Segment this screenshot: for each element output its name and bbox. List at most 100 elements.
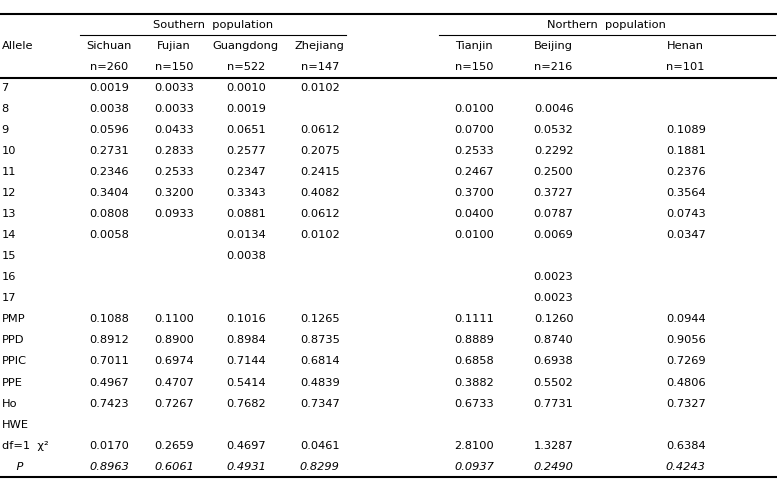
Text: n=522: n=522 bbox=[227, 62, 265, 72]
Text: 0.3200: 0.3200 bbox=[154, 188, 194, 198]
Text: 9: 9 bbox=[2, 125, 9, 135]
Text: P: P bbox=[2, 462, 23, 472]
Text: 0.0433: 0.0433 bbox=[154, 125, 194, 135]
Text: Fujian: Fujian bbox=[157, 41, 191, 51]
Text: 0.1265: 0.1265 bbox=[300, 314, 340, 324]
Text: 0.0134: 0.0134 bbox=[226, 230, 266, 241]
Text: 0.6384: 0.6384 bbox=[666, 441, 706, 451]
Text: 0.0612: 0.0612 bbox=[300, 125, 340, 135]
Text: Guangdong: Guangdong bbox=[213, 41, 279, 51]
Text: 12: 12 bbox=[2, 188, 16, 198]
Text: PPE: PPE bbox=[2, 377, 23, 388]
Text: 0.7347: 0.7347 bbox=[300, 399, 340, 409]
Text: 0.3564: 0.3564 bbox=[666, 188, 706, 198]
Text: 0.2577: 0.2577 bbox=[226, 146, 266, 156]
Text: 0.0100: 0.0100 bbox=[454, 104, 494, 114]
Text: df=1  χ²: df=1 χ² bbox=[2, 441, 48, 451]
Text: 0.0019: 0.0019 bbox=[89, 83, 129, 93]
Text: 0.0033: 0.0033 bbox=[154, 104, 194, 114]
Text: n=101: n=101 bbox=[667, 62, 705, 72]
Text: 0.4243: 0.4243 bbox=[666, 462, 706, 472]
Text: 0.2415: 0.2415 bbox=[300, 167, 340, 177]
Text: 0.0700: 0.0700 bbox=[454, 125, 494, 135]
Text: 0.5414: 0.5414 bbox=[226, 377, 266, 388]
Text: 0.0058: 0.0058 bbox=[89, 230, 129, 241]
Text: 0.4082: 0.4082 bbox=[300, 188, 340, 198]
Text: 0.7011: 0.7011 bbox=[89, 357, 129, 366]
Text: n=216: n=216 bbox=[535, 62, 573, 72]
Text: 0.0808: 0.0808 bbox=[89, 209, 129, 219]
Text: 0.2346: 0.2346 bbox=[89, 167, 129, 177]
Text: Ho: Ho bbox=[2, 399, 17, 409]
Text: 0.1111: 0.1111 bbox=[454, 314, 494, 324]
Text: 0.9056: 0.9056 bbox=[666, 335, 706, 346]
Text: Sichuan: Sichuan bbox=[86, 41, 132, 51]
Text: 0.4707: 0.4707 bbox=[154, 377, 194, 388]
Text: 16: 16 bbox=[2, 272, 16, 282]
Text: 0.0038: 0.0038 bbox=[226, 251, 266, 261]
Text: 0.6733: 0.6733 bbox=[454, 399, 494, 409]
Text: 0.7327: 0.7327 bbox=[666, 399, 706, 409]
Text: 0.0010: 0.0010 bbox=[226, 83, 266, 93]
Text: PPD: PPD bbox=[2, 335, 24, 346]
Text: 0.2833: 0.2833 bbox=[154, 146, 194, 156]
Text: 0.0046: 0.0046 bbox=[534, 104, 573, 114]
Text: 0.7267: 0.7267 bbox=[155, 399, 193, 409]
Text: 0.8912: 0.8912 bbox=[89, 335, 129, 346]
Text: 0.7423: 0.7423 bbox=[89, 399, 129, 409]
Text: PMP: PMP bbox=[2, 314, 25, 324]
Text: 0.0612: 0.0612 bbox=[300, 209, 340, 219]
Text: 0.0102: 0.0102 bbox=[300, 230, 340, 241]
Text: Allele: Allele bbox=[2, 41, 33, 51]
Text: 0.0596: 0.0596 bbox=[89, 125, 129, 135]
Text: 0.8984: 0.8984 bbox=[226, 335, 266, 346]
Text: 0.0023: 0.0023 bbox=[534, 272, 573, 282]
Text: Tianjin: Tianjin bbox=[455, 41, 493, 51]
Text: 0.2292: 0.2292 bbox=[534, 146, 573, 156]
Text: Southern  population: Southern population bbox=[153, 20, 273, 30]
Text: 0.4967: 0.4967 bbox=[89, 377, 129, 388]
Text: 0.4839: 0.4839 bbox=[300, 377, 340, 388]
Text: n=260: n=260 bbox=[90, 62, 128, 72]
Text: 0.1089: 0.1089 bbox=[666, 125, 706, 135]
Text: 0.5502: 0.5502 bbox=[534, 377, 573, 388]
Text: 0.6938: 0.6938 bbox=[534, 357, 573, 366]
Text: 0.8963: 0.8963 bbox=[89, 462, 129, 472]
Text: 1.3287: 1.3287 bbox=[534, 441, 573, 451]
Text: 0.2659: 0.2659 bbox=[155, 441, 193, 451]
Text: Beijing: Beijing bbox=[534, 41, 573, 51]
Text: 0.1881: 0.1881 bbox=[666, 146, 706, 156]
Text: 0.6061: 0.6061 bbox=[154, 462, 194, 472]
Text: 0.6858: 0.6858 bbox=[454, 357, 494, 366]
Text: 0.0038: 0.0038 bbox=[89, 104, 129, 114]
Text: 0.6814: 0.6814 bbox=[300, 357, 340, 366]
Text: 0.0461: 0.0461 bbox=[300, 441, 340, 451]
Text: n=150: n=150 bbox=[455, 62, 493, 72]
Text: 0.0944: 0.0944 bbox=[666, 314, 706, 324]
Text: 0.0100: 0.0100 bbox=[454, 230, 494, 241]
Text: 0.0400: 0.0400 bbox=[454, 209, 494, 219]
Text: 0.0069: 0.0069 bbox=[534, 230, 573, 241]
Text: n=150: n=150 bbox=[155, 62, 193, 72]
Text: Henan: Henan bbox=[667, 41, 704, 51]
Text: 15: 15 bbox=[2, 251, 16, 261]
Text: PPIC: PPIC bbox=[2, 357, 26, 366]
Text: 0.2347: 0.2347 bbox=[226, 167, 266, 177]
Text: 0.0347: 0.0347 bbox=[666, 230, 706, 241]
Text: 0.6974: 0.6974 bbox=[155, 357, 193, 366]
Text: 0.0937: 0.0937 bbox=[454, 462, 494, 472]
Text: 0.3404: 0.3404 bbox=[89, 188, 129, 198]
Text: 11: 11 bbox=[2, 167, 16, 177]
Text: 0.8299: 0.8299 bbox=[300, 462, 340, 472]
Text: 0.0532: 0.0532 bbox=[534, 125, 573, 135]
Text: 0.7144: 0.7144 bbox=[226, 357, 266, 366]
Text: 0.3727: 0.3727 bbox=[534, 188, 573, 198]
Text: 0.3700: 0.3700 bbox=[454, 188, 494, 198]
Text: 10: 10 bbox=[2, 146, 16, 156]
Text: 0.0881: 0.0881 bbox=[226, 209, 266, 219]
Text: 0.2075: 0.2075 bbox=[300, 146, 340, 156]
Text: 0.0033: 0.0033 bbox=[154, 83, 194, 93]
Text: 0.3343: 0.3343 bbox=[226, 188, 266, 198]
Text: Zhejiang: Zhejiang bbox=[294, 41, 345, 51]
Text: 0.0787: 0.0787 bbox=[534, 209, 573, 219]
